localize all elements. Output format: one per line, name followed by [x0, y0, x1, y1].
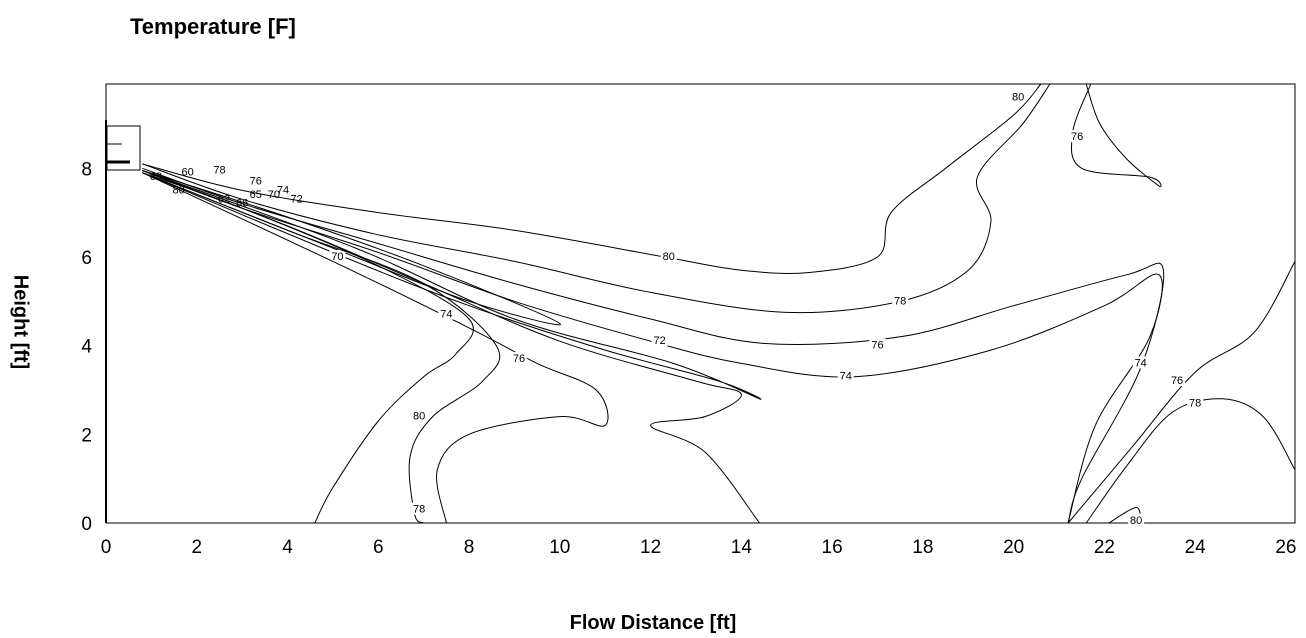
- nozzle-contour-label: 72: [290, 193, 302, 205]
- x-tick-label: 18: [912, 537, 933, 558]
- contour-line-78: [142, 83, 1051, 314]
- contour-label: 80: [1012, 91, 1024, 103]
- x-tick-label: 26: [1275, 537, 1296, 558]
- contour-line-78: [1085, 398, 1296, 524]
- x-axis-label: Flow Distance [ft]: [569, 612, 737, 634]
- y-tick-label: 8: [81, 159, 92, 180]
- contour-label-bg: [660, 249, 677, 262]
- x-tick-label: 16: [822, 537, 843, 558]
- contour-label-bg: [329, 249, 346, 262]
- y-tick-label: 4: [81, 337, 92, 358]
- nozzle-contour-label: 66: [236, 198, 248, 210]
- x-tick-label: 12: [640, 537, 661, 558]
- x-tick-label: 6: [373, 537, 384, 558]
- x-tick-label: 8: [464, 537, 475, 558]
- contour-line-74: [142, 170, 1163, 524]
- x-tick-label: 10: [549, 537, 570, 558]
- contour-label-bg: [651, 334, 668, 347]
- contour-label: 76: [1171, 375, 1183, 387]
- contour-label: 70: [331, 251, 343, 263]
- contour-label-bg: [1128, 513, 1145, 526]
- contour-line-72: [142, 170, 762, 400]
- contour-label-bg: [1132, 356, 1149, 369]
- nozzle-contour-label: 62: [218, 193, 230, 205]
- x-tick-label: 2: [191, 537, 202, 558]
- contour-label: 74: [1135, 357, 1147, 369]
- contour-label: 78: [413, 504, 425, 516]
- nozzle-contour-label: 65: [250, 189, 262, 201]
- contour-label-bg: [869, 338, 886, 351]
- contour-line-80: [142, 172, 474, 524]
- nozzle-contour-label: 78: [213, 164, 225, 176]
- contour-label: 74: [440, 309, 452, 321]
- x-tick-label: 20: [1003, 537, 1024, 558]
- contour-label-bg: [1069, 130, 1086, 143]
- contour-label-bg: [1187, 396, 1204, 409]
- contour-label: 76: [1071, 131, 1083, 143]
- x-tick-label: 14: [731, 537, 753, 558]
- contour-line-70: [142, 170, 561, 326]
- contour-label: 80: [663, 251, 675, 263]
- y-axis-ticks: 0 2 4 6 8: [81, 159, 92, 535]
- y-tick-label: 0: [81, 514, 92, 535]
- contour-label: 76: [871, 340, 883, 352]
- y-tick-label: 2: [81, 425, 92, 446]
- contour-label-bg: [837, 369, 854, 382]
- contour-label: 80: [1130, 515, 1142, 527]
- nozzle-contour-label: 70: [268, 189, 280, 201]
- chart-title: Temperature [F]: [130, 14, 296, 39]
- contour-label-bg: [1010, 90, 1027, 103]
- contour-label-bg: [438, 307, 455, 320]
- plot-frame: [105, 83, 1296, 524]
- y-tick-label: 6: [81, 248, 92, 269]
- x-tick-label: 4: [282, 537, 293, 558]
- contour-label: 78: [894, 295, 906, 307]
- nozzle-contour-label: 74: [277, 184, 289, 196]
- x-tick-label: 0: [101, 537, 112, 558]
- contour-line-80: [142, 83, 1042, 274]
- contour-line-76: [1067, 261, 1296, 524]
- inlet-nozzle: [105, 120, 141, 523]
- contour-label: 76: [513, 353, 525, 365]
- x-tick-label: 22: [1094, 537, 1115, 558]
- contour-label-bg: [411, 502, 428, 515]
- contour-line-78: [142, 172, 501, 524]
- x-axis-ticks: 0 2 4 6 8 10 12 14 16 18 20 22 24 26: [101, 537, 1297, 558]
- nozzle-contour-label: 60: [182, 167, 194, 179]
- contour-label-bg: [1169, 374, 1186, 387]
- contour-label-bg: [892, 294, 909, 307]
- nozzle-contour-label: 68: [150, 171, 162, 183]
- contour-line-74: [142, 170, 760, 524]
- contour-label: 80: [413, 411, 425, 423]
- contour-label: 72: [654, 335, 666, 347]
- contour-label: 74: [840, 371, 852, 383]
- contour-label-bg: [411, 409, 428, 422]
- contour-label-bg: [510, 351, 527, 364]
- contour-label: 78: [1189, 397, 1201, 409]
- x-tick-label: 24: [1185, 537, 1207, 558]
- contour-line-76: [142, 172, 609, 524]
- nozzle-contour-label: 76: [250, 176, 262, 188]
- nozzle-contour-label: 80: [172, 184, 184, 196]
